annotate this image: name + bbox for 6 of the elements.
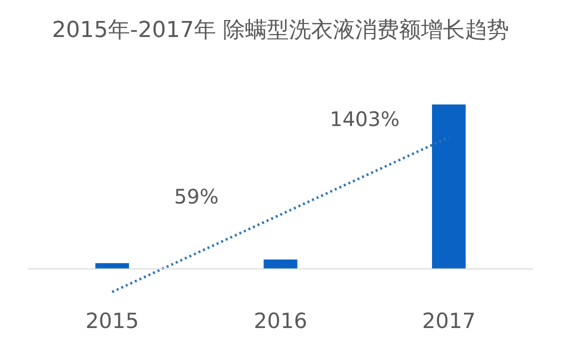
chart-title: 2015年-2017年 除螨型洗衣液消费额增长趋势 [52, 18, 509, 43]
x-tick-label: 2017 [422, 308, 476, 333]
annotation: 1403% [330, 107, 400, 132]
x-tick-label: 2015 [85, 308, 139, 333]
x-tick-label: 2016 [254, 308, 308, 333]
annotation: 59% [174, 184, 219, 208]
